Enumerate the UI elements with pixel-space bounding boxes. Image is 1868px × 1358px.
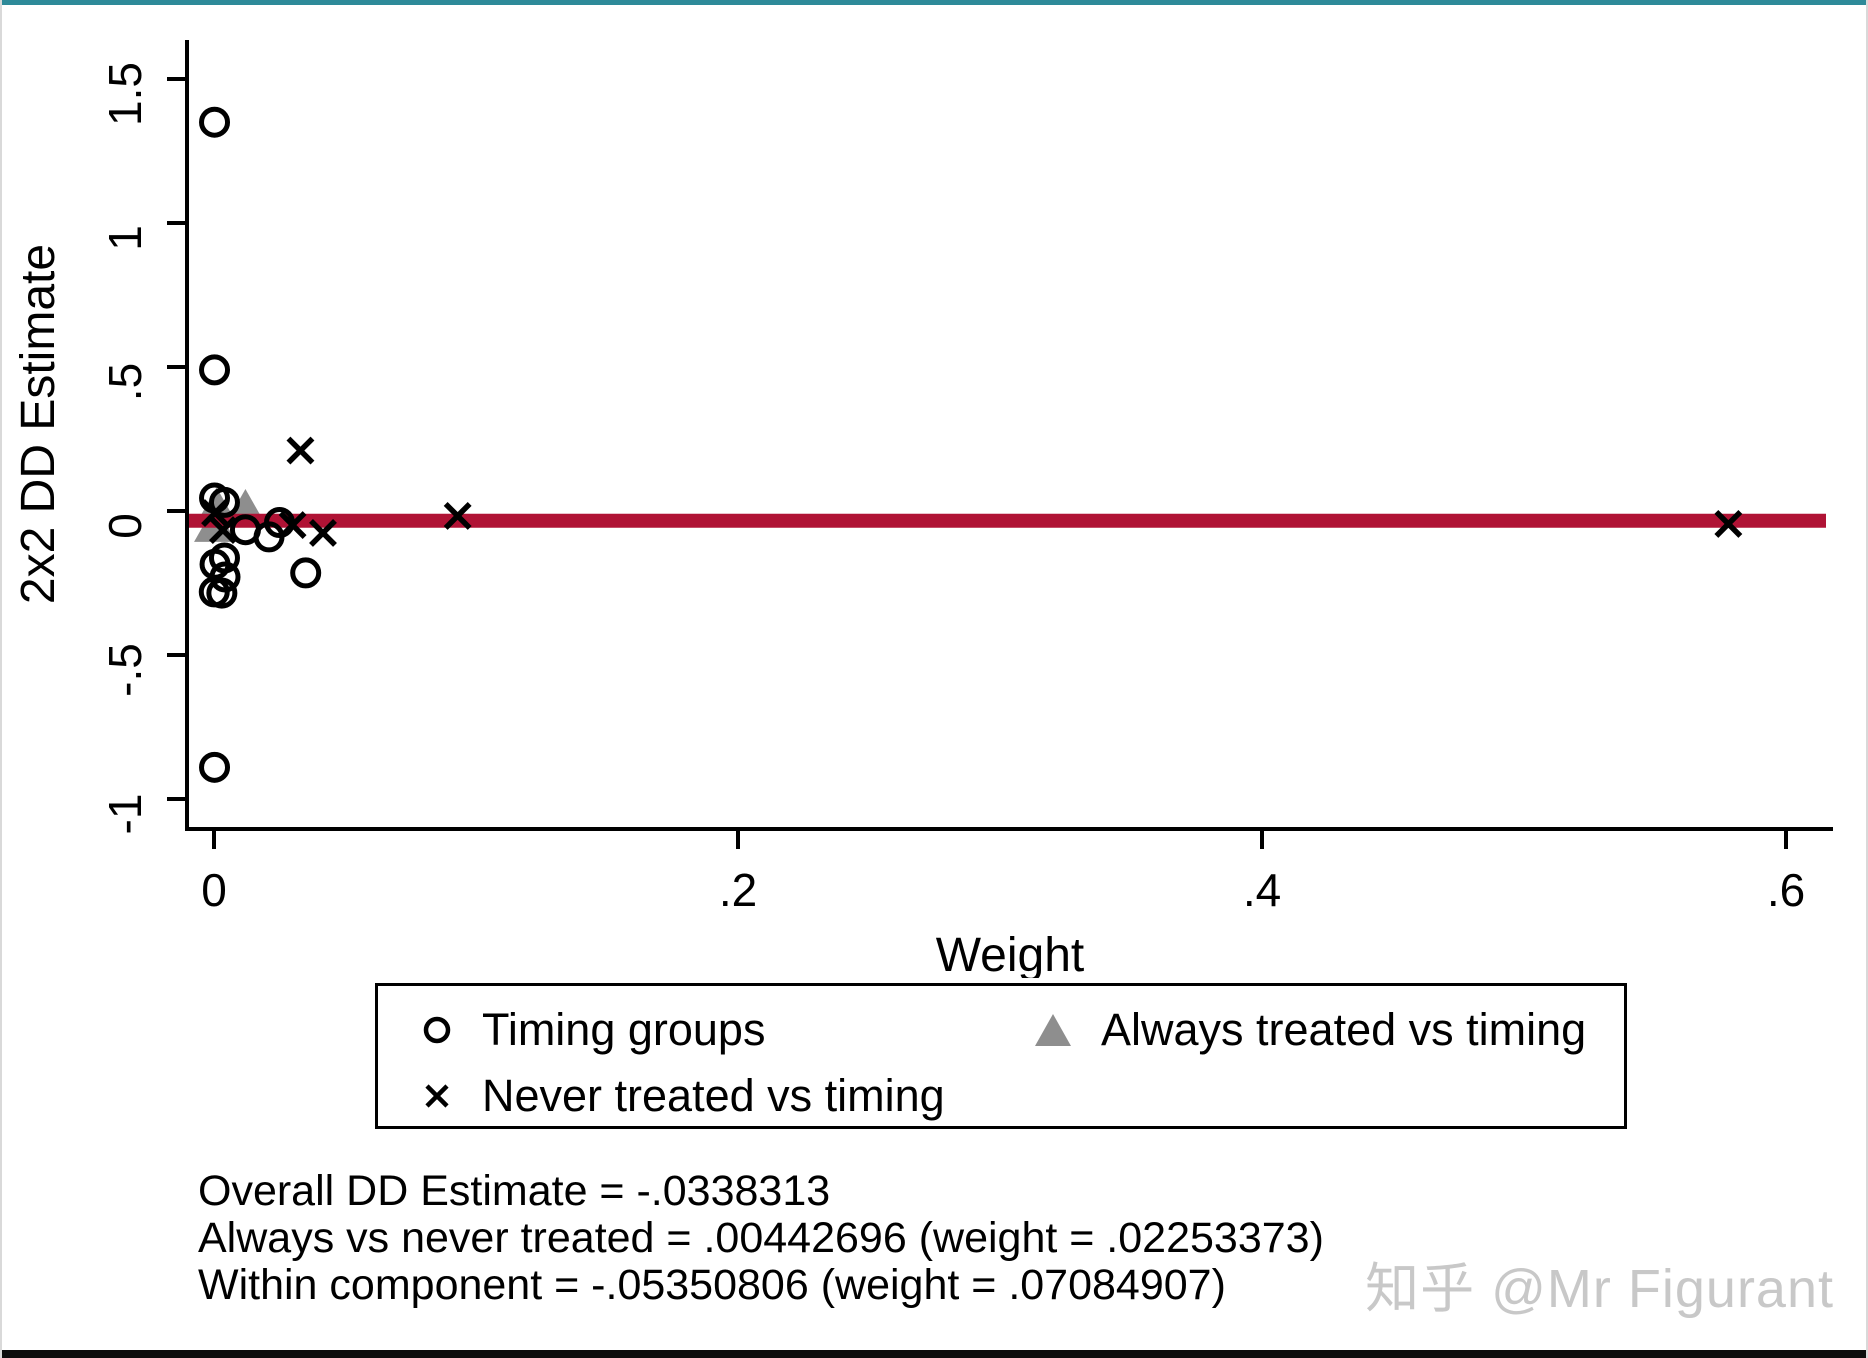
x-marker [286, 436, 315, 465]
scatter-plot: -1 -.5 0 .5 1 1.5 0 .2 .4 .6 Weight 2x2 DD Estimate [12, 40, 1833, 978]
watermark: 知乎 @Mr Figurant [1365, 1259, 1834, 1319]
x-tick-label: .6 [1767, 864, 1805, 916]
x-marker [201, 499, 229, 527]
x-marker [1714, 510, 1743, 538]
y-tick-label: 1 [99, 225, 151, 251]
legend-item-never-treated: Never treated vs timing [420, 1068, 945, 1124]
legend-item-timing-groups: Timing groups [420, 1002, 765, 1058]
y-tick-label: -1 [99, 794, 151, 835]
x-marker-icon [425, 1084, 449, 1108]
circle-marker [290, 557, 322, 589]
legend-label-never-treated: Never treated vs timing [482, 1070, 945, 1121]
circle-marker [208, 486, 240, 518]
x-marker [443, 501, 472, 530]
frame-right-edge [1866, 0, 1868, 1358]
circle-marker [199, 751, 231, 783]
stats-overall: Overall DD Estimate = -.0338313 [198, 1167, 831, 1215]
triangle-marker-icon [1035, 1014, 1071, 1046]
x-marker [278, 511, 307, 540]
y-tick-label: .5 [99, 363, 151, 401]
legend: Timing groups Always treated vs timing N… [375, 983, 1627, 1129]
x-marker [309, 518, 337, 547]
frame-left-edge [0, 0, 2, 1358]
stats-within-component: Within component = -.05350806 (weight = … [198, 1261, 1226, 1309]
circle-marker [199, 106, 231, 138]
circle-marker [206, 577, 238, 609]
frame-bottom-bar [0, 1350, 1868, 1358]
y-axis-title: 2x2 DD Estimate [12, 244, 65, 604]
circle-marker [199, 354, 231, 386]
stats-always-vs-never: Always vs never treated = .00442696 (wei… [198, 1214, 1324, 1262]
x-marker [208, 516, 237, 544]
y-tick-label: 0 [99, 513, 151, 539]
legend-label-timing-groups: Timing groups [482, 1004, 766, 1055]
circle-marker-icon [423, 1016, 451, 1044]
legend-label-always-treated: Always treated vs timing [1101, 1004, 1587, 1055]
x-tick-label: .2 [719, 864, 757, 916]
x-axis-title: Weight [936, 929, 1085, 978]
y-tick-label: 1.5 [99, 62, 151, 126]
x-tick-label: 0 [201, 864, 227, 916]
y-tick-label: -.5 [99, 643, 151, 697]
x-tick-label: .4 [1243, 864, 1281, 916]
frame-top-bar [0, 0, 1868, 5]
legend-item-always-treated: Always treated vs timing [1033, 1002, 1586, 1058]
overall-estimate-line [189, 513, 1826, 528]
stats-block: Overall DD Estimate = -.0338313 Always v… [198, 1168, 1698, 1309]
